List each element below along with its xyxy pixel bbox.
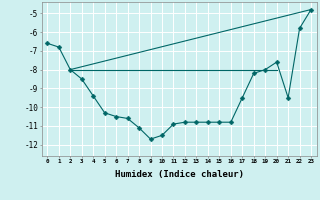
X-axis label: Humidex (Indice chaleur): Humidex (Indice chaleur) [115,170,244,179]
